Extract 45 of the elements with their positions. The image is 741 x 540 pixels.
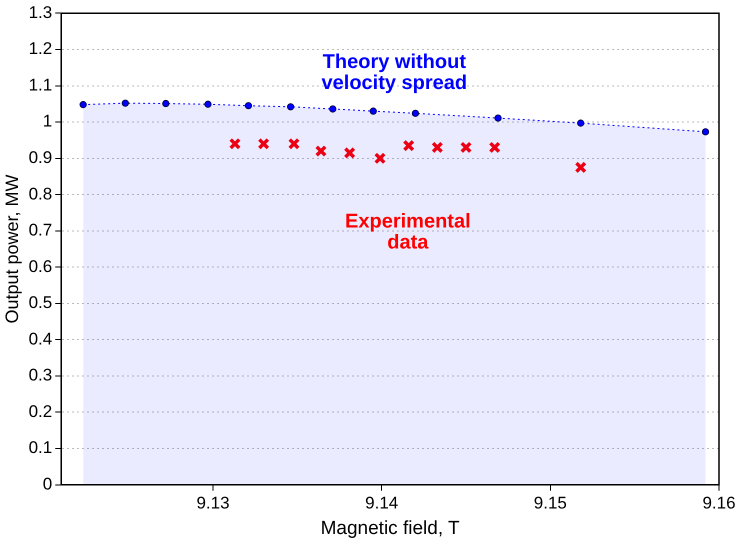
y-tick-label: 0.3 [28, 366, 52, 385]
point [574, 161, 587, 174]
point [494, 114, 502, 122]
y-tick-label: 1.2 [28, 39, 52, 58]
point [344, 146, 356, 159]
y-tick-label: 0.7 [28, 220, 52, 240]
y-tick-label: 1.1 [28, 75, 52, 94]
x-axis-title: Magnetic field, T [320, 518, 460, 539]
point [314, 145, 327, 158]
point [162, 100, 170, 108]
point [80, 101, 87, 108]
point [287, 103, 294, 110]
point [329, 105, 336, 113]
point [702, 128, 710, 136]
point [374, 152, 386, 164]
point [258, 138, 270, 150]
y-axis-title: Output power, MW [2, 174, 22, 324]
point [204, 100, 212, 108]
point [488, 141, 501, 154]
point [244, 102, 252, 110]
y-tick-label: 0.6 [28, 256, 52, 276]
y-tick-label: 1.3 [28, 2, 52, 22]
y-tick-label: 0.2 [28, 402, 52, 421]
y-tick-label: 0 [42, 474, 52, 494]
x-tick-label: 9.13 [196, 494, 230, 513]
text: Experimental data [345, 210, 471, 254]
y-tick-label: 0.8 [28, 184, 52, 204]
x-tick-label: 9.14 [365, 494, 398, 513]
point [431, 141, 444, 154]
y-tick-label: 0.4 [28, 329, 52, 348]
point [577, 120, 584, 127]
point [228, 138, 241, 150]
y-tick-label: 1 [42, 112, 52, 131]
y-tick-label: 0.9 [28, 148, 52, 167]
y-tick-label: 0.5 [28, 293, 52, 312]
x-tick-label: 9.16 [702, 494, 736, 513]
point [460, 141, 472, 154]
y-tick-label: 0.1 [28, 438, 52, 458]
point [402, 140, 415, 152]
point [122, 100, 129, 107]
point [288, 138, 300, 150]
point [412, 110, 420, 117]
series-label: Theory without velocity spread [322, 51, 468, 94]
point [370, 108, 377, 115]
x-tick-label: 9.15 [534, 494, 567, 513]
